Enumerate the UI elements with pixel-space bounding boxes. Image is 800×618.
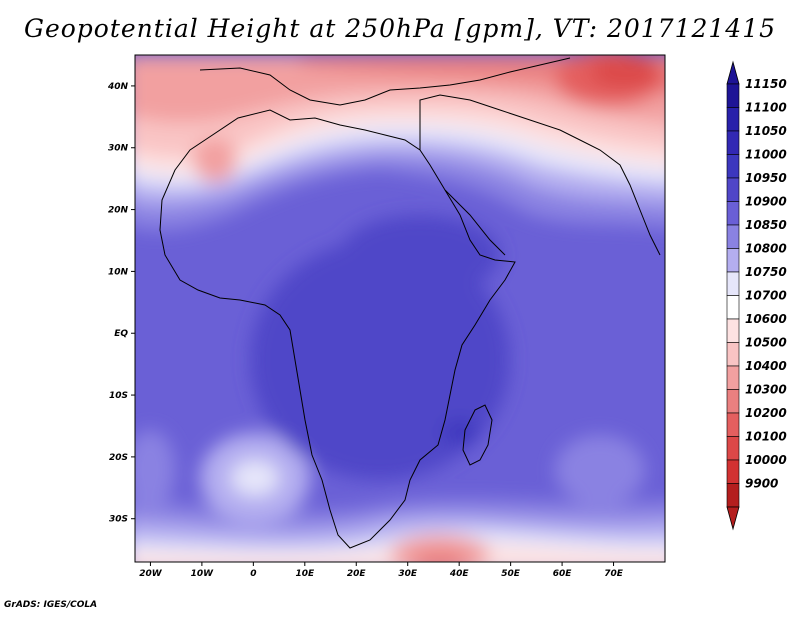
colorbar-label: 10700 [745,289,787,303]
lon-tick-label: 50E [501,569,521,579]
lon-tick-label: 0 [250,569,256,579]
lon-tick-label: 20W [139,569,163,579]
colorbar-label: 10300 [745,383,787,397]
map-frame [134,54,666,563]
colorbar-swatch [726,154,740,179]
colorbar-top-arrow [726,60,740,85]
colorbar-label: 10950 [745,171,787,185]
lat-tick-label: 40N [107,82,129,92]
colorbar-bottom-arrow [726,506,740,531]
colorbar-swatch [726,365,740,390]
colorbar-label: 9900 [745,477,778,491]
lon-tick-label: 60E [553,569,573,579]
colorbar-swatch [726,224,740,249]
height-field [135,55,665,562]
map-title: Geopotential Height at 250hPa [gpm], VT:… [23,14,777,43]
colorbar-label: 11150 [745,77,787,91]
colorbar-label: 10850 [745,218,787,232]
latitude-axis: 40N 30N 20N 10N EQ 10S 20S 30S [107,82,135,525]
colorbar-label: 11000 [745,148,787,162]
colorbar-swatch [726,318,740,343]
colorbar-swatch [726,107,740,132]
colorbar: 11150 11100 11050 11000 10950 10900 10850 10800… [726,60,787,531]
lat-tick-label: 30S [109,515,128,525]
colorbar-label: 10900 [745,195,787,209]
lat-tick-label: 10N [108,267,129,277]
colorbar-swatch [726,295,740,320]
colorbar-label: 10400 [745,359,787,373]
colorbar-swatch [726,248,740,273]
colorbar-swatch [726,412,740,437]
colorbar-swatch [726,271,740,296]
colorbar-label: 10200 [745,406,787,420]
colorbar-swatch [726,177,740,202]
lat-tick-label: 10S [109,391,128,401]
lat-tick-label: 30N [108,144,129,154]
lat-tick-label: 20N [108,206,129,216]
colorbar-label: 11050 [745,124,787,138]
lon-tick-label: 20E [347,569,367,579]
lon-tick-label: 40E [449,569,470,579]
lon-tick-label: 10E [295,569,315,579]
colorbar-label: 10600 [745,312,787,326]
colorbar-swatch [726,201,740,226]
grads-credit: GrADS: IGES/COLA [4,600,98,610]
colorbar-swatch [726,459,740,484]
colorbar-label: 10500 [745,336,787,350]
longitude-axis: 20W 10W 0 10E 20E 30E 40E 50E 60E 70E [139,562,624,579]
colorbar-swatch [726,389,740,414]
colorbar-swatch [726,436,740,461]
lat-tick-label: EQ [114,329,128,339]
colorbar-label: 10800 [745,242,787,256]
colorbar-label: 11100 [745,101,787,115]
colorbar-swatch [726,83,740,108]
lon-tick-label: 30E [398,569,418,579]
colorbar-swatch [726,342,740,367]
colorbar-swatch [726,483,740,508]
lat-tick-label: 20S [109,453,128,463]
colorbar-label: 10000 [745,453,787,467]
colorbar-label: 10750 [745,265,787,279]
lon-tick-label: 10W [191,569,215,579]
coastlines [159,57,661,549]
colorbar-label: 10100 [745,430,787,444]
colorbar-swatch [726,130,740,155]
lon-tick-label: 70E [604,569,624,579]
